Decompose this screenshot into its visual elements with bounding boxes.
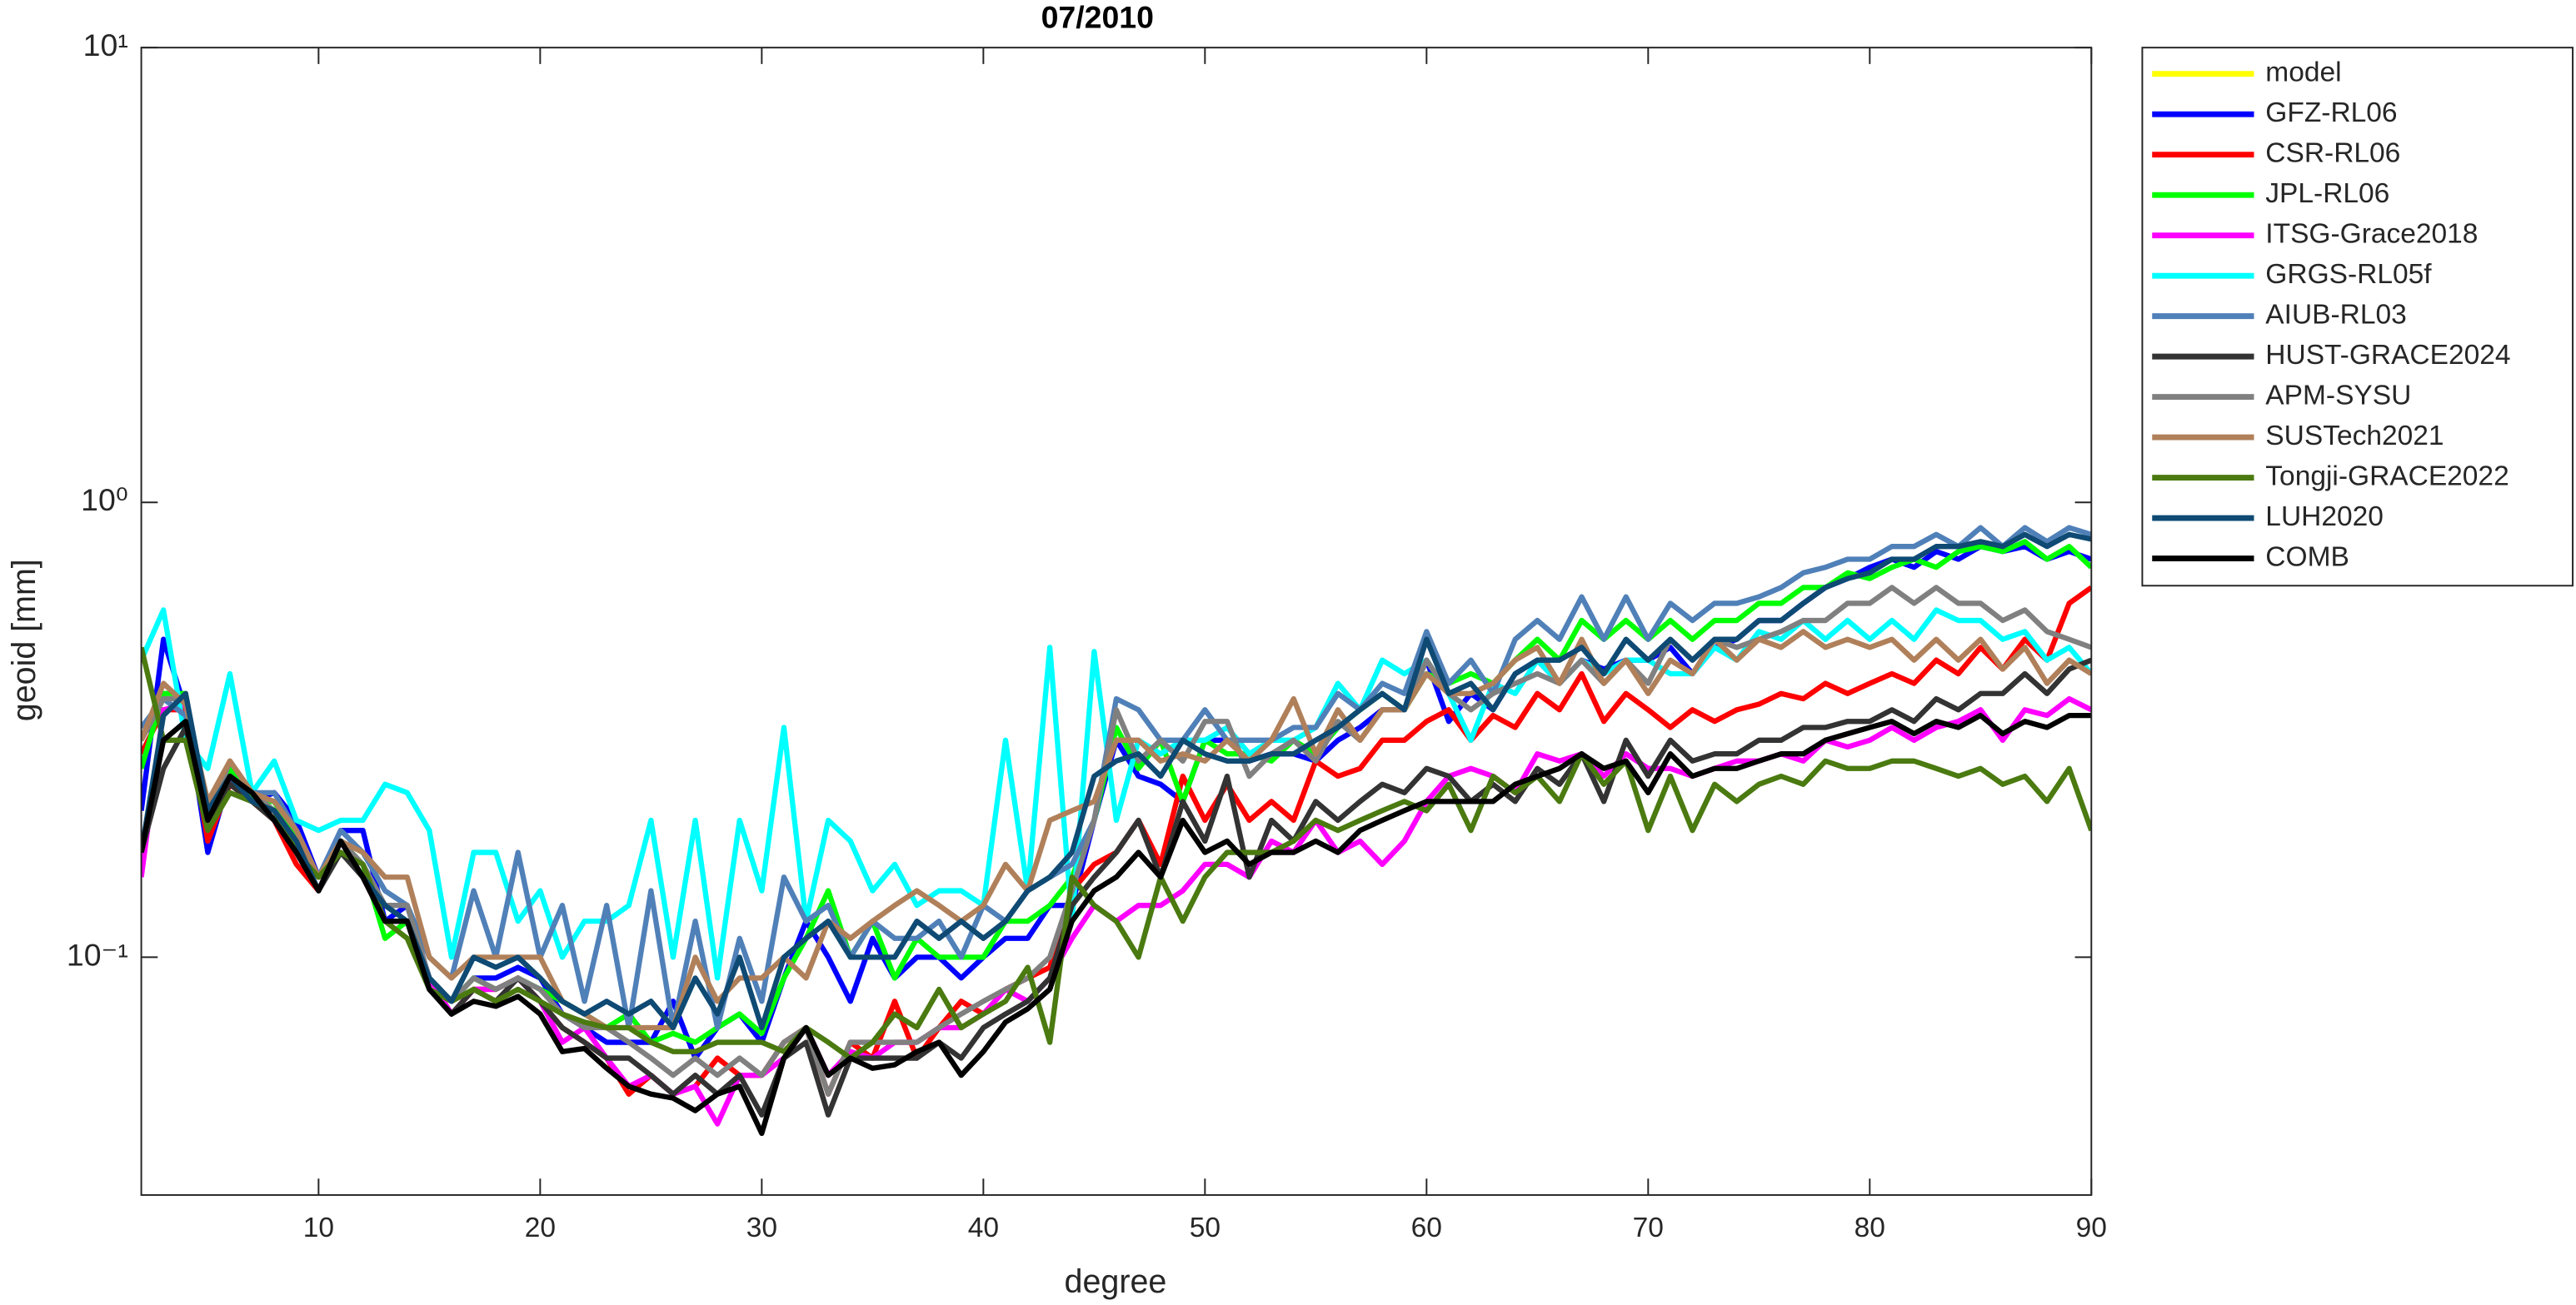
x-tick-label: 90 [2076,1213,2107,1243]
legend-label: APM-SYSU [2265,380,2411,411]
legend-label: HUST-GRACE2024 [2265,340,2510,371]
series-line [141,525,2092,1031]
series-line [141,585,2092,1097]
legend-label: CSR-RL06 [2265,138,2400,169]
x-tick-label: 20 [525,1213,556,1243]
x-tick-label: 40 [968,1213,999,1243]
y-tick-label: 10⁰ [81,482,128,517]
y-axis-label: geoid [mm] [6,559,42,721]
legend-label: ITSG-Grace2018 [2265,219,2478,250]
x-tick-label: 50 [1190,1213,1221,1243]
x-axis-label: degree [1065,1263,1167,1300]
y-tick-label: 10⁻¹ [67,937,128,972]
x-tick-label: 70 [1633,1213,1664,1243]
legend: model GFZ-RL06 CSR-RL06 JPL-RL06 ITSG-Grace2… [2141,47,2574,587]
x-tick-label: 30 [746,1213,777,1243]
plot-lines [141,525,2092,1136]
legend-label: GFZ-RL06 [2265,97,2397,128]
x-tick-label: 60 [1411,1213,1442,1243]
legend-label: JPL-RL06 [2265,178,2389,209]
legend-label: AIUB-RL03 [2265,299,2406,330]
y-tick-label: 10¹ [83,27,128,62]
legend-label: GRGS-RL05f [2265,259,2432,290]
series-line [141,646,2092,1061]
legend-label: SUSTech2021 [2265,421,2444,451]
series-line [141,629,2092,1031]
series-line [141,531,2092,1031]
legend-label: LUH2020 [2265,501,2384,532]
series-line [141,712,2092,1136]
legend-label: COMB [2265,541,2349,572]
x-tick-label: 80 [1855,1213,1885,1243]
legend-label: model [2265,57,2341,88]
series-line [141,657,2092,1118]
chart-title: 07/2010 [1041,0,1154,35]
plot-frame [140,47,2093,1196]
legend-label: Tongji-GRACE2022 [2265,461,2509,491]
x-tick-label: 10 [303,1213,334,1243]
